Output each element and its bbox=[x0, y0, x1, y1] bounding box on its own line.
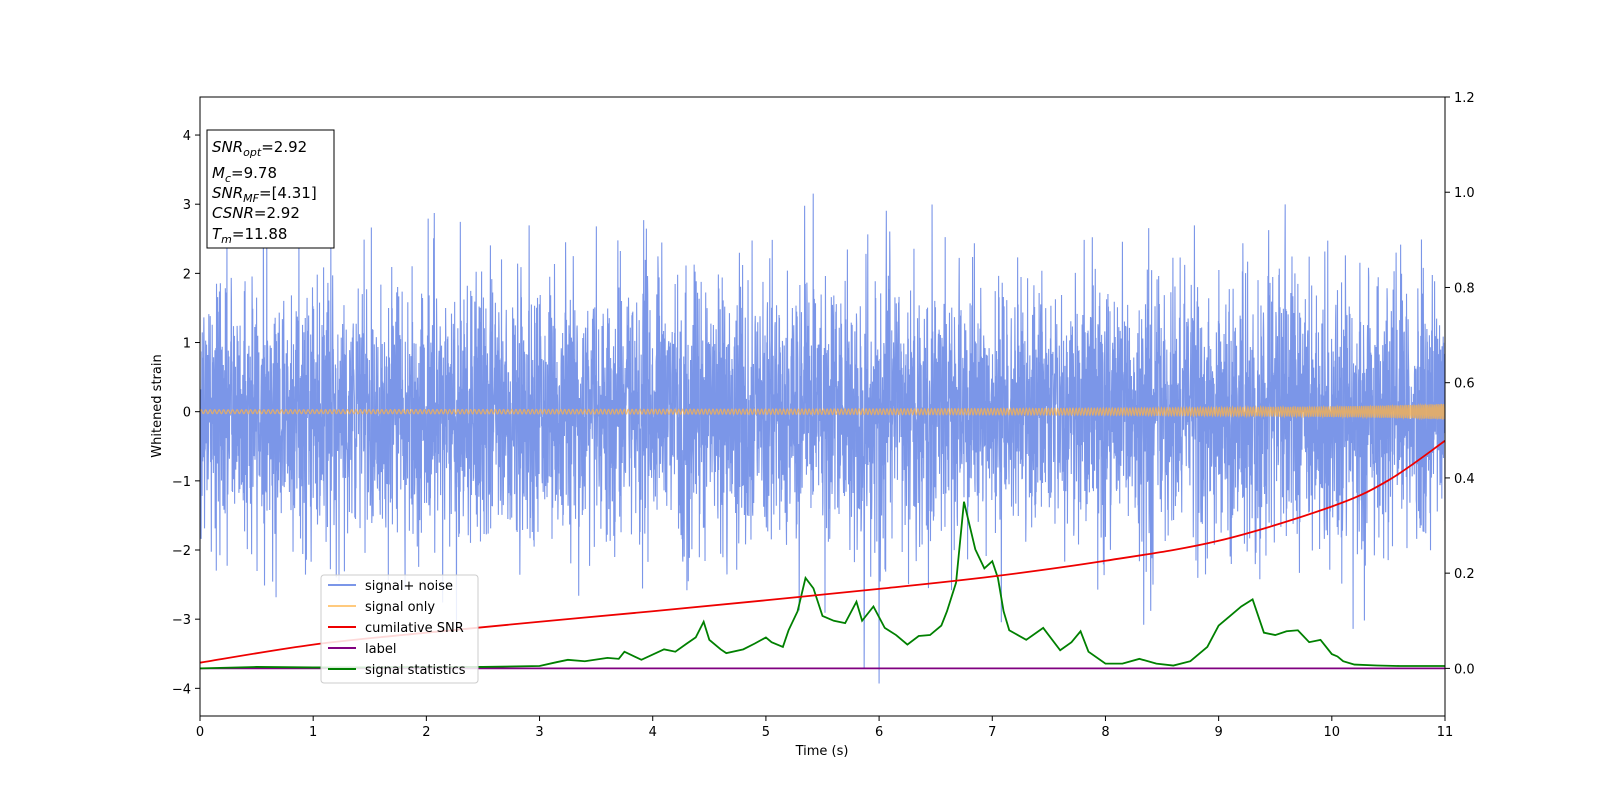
legend: signal+ noise signal only cumilative SNR… bbox=[320, 574, 479, 684]
legend-label-signal-noise: signal+ noise bbox=[365, 579, 453, 594]
snr-opt-value: =2.92 bbox=[261, 138, 307, 156]
y2-tick-label: 0.0 bbox=[1454, 662, 1475, 677]
tm-subscript: m bbox=[221, 233, 232, 246]
x-tick-label: 5 bbox=[762, 725, 770, 740]
snr-mf-symbol: SNR bbox=[212, 184, 243, 202]
snr-opt-annotation: SNRopt=2.92 bbox=[212, 138, 307, 159]
legend-label-signal-only: signal only bbox=[365, 600, 435, 615]
y-tick-label: −3 bbox=[172, 613, 191, 628]
csnr-value: =2.92 bbox=[254, 204, 300, 222]
y-tick-label: 4 bbox=[183, 129, 191, 144]
snr-opt-symbol: SNR bbox=[212, 138, 243, 156]
x-axis-label: Time (s) bbox=[795, 744, 849, 759]
y-tick-label: 0 bbox=[183, 406, 191, 421]
series-signal-statistics bbox=[200, 501, 1445, 670]
tm-symbol: T bbox=[212, 225, 223, 243]
mc-value: =9.78 bbox=[231, 164, 277, 182]
x-tick-label: 10 bbox=[1324, 725, 1341, 740]
x-tick-label: 8 bbox=[1101, 725, 1109, 740]
y2-tick-label: 1.2 bbox=[1454, 91, 1475, 106]
snr-mf-value: =[4.31] bbox=[259, 184, 317, 202]
y2-tick-label: 0.4 bbox=[1454, 472, 1475, 487]
y2-tick-label: 1.0 bbox=[1454, 186, 1475, 201]
x-tick-label: 2 bbox=[422, 725, 430, 740]
x-tick-label: 11 bbox=[1437, 725, 1454, 740]
legend-label-label: label bbox=[365, 642, 396, 657]
y-tick-label: −2 bbox=[172, 544, 191, 559]
y-tick-label: −1 bbox=[172, 475, 191, 490]
series-signal-only bbox=[200, 402, 1445, 421]
csnr-annotation: CSNR=2.92 bbox=[212, 204, 300, 222]
x-tick-label: 1 bbox=[309, 725, 317, 740]
y-tick-label: 1 bbox=[183, 337, 191, 352]
y2-tick-label: 0.8 bbox=[1454, 281, 1475, 296]
annotation-box: SNRopt=2.92 Mc=9.78 SNRMF=[4.31] CSNR=2.… bbox=[206, 129, 335, 249]
axis-ticks: 0 1 2 3 4 5 6 7 8 9 10 1143210−1−2−3−41.21.00.80.60… bbox=[172, 91, 1475, 740]
snr-opt-subscript: opt bbox=[243, 146, 262, 159]
x-tick-label: 7 bbox=[988, 725, 996, 740]
y2-tick-label: 0.6 bbox=[1454, 377, 1475, 392]
y-tick-label: 3 bbox=[183, 198, 191, 213]
x-tick-label: 0 bbox=[196, 725, 204, 740]
csnr-symbol: CSNR bbox=[212, 204, 254, 222]
x-tick-label: 4 bbox=[649, 725, 657, 740]
mc-annotation: Mc=9.78 bbox=[212, 164, 277, 185]
x-tick-label: 6 bbox=[875, 725, 883, 740]
legend-label-cumulative-snr: cumilative SNR bbox=[365, 621, 464, 636]
legend-label-signal-statistics: signal statistics bbox=[365, 663, 466, 678]
tm-value: =11.88 bbox=[232, 225, 288, 243]
x-tick-label: 3 bbox=[535, 725, 543, 740]
y-axis-label: Whitened strain bbox=[150, 354, 165, 457]
plot-area-frame bbox=[199, 96, 1446, 717]
mc-subscript: c bbox=[225, 172, 231, 185]
tm-annotation: Tm=11.88 bbox=[212, 225, 287, 246]
y2-tick-label: 0.2 bbox=[1454, 567, 1475, 582]
y-tick-label: 2 bbox=[183, 267, 191, 282]
snr-mf-annotation: SNRMF=[4.31] bbox=[212, 184, 317, 205]
mc-symbol: M bbox=[212, 164, 225, 182]
snr-mf-subscript: MF bbox=[243, 192, 259, 205]
x-tick-label: 9 bbox=[1214, 725, 1222, 740]
y-tick-label: −4 bbox=[172, 682, 191, 697]
